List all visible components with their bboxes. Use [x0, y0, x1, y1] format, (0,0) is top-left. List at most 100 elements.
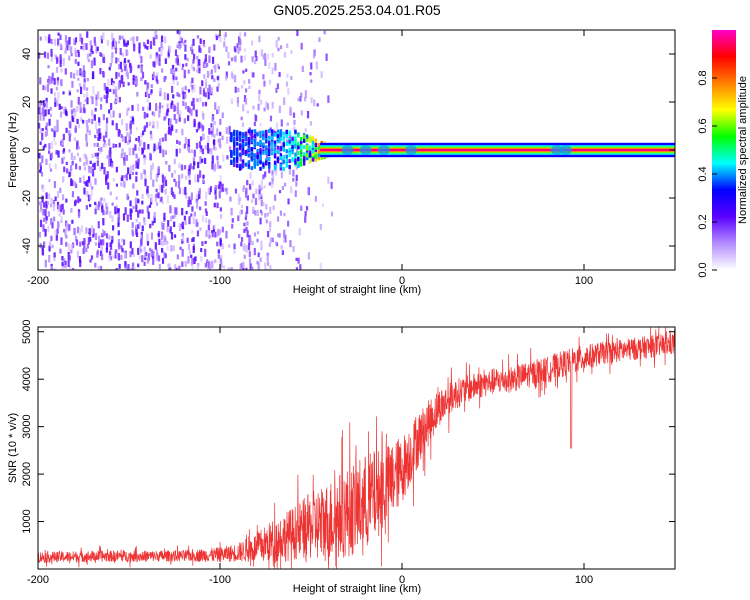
spectrogram-cell — [156, 72, 159, 77]
spectrogram-cell — [91, 186, 94, 190]
spectrogram-cell — [129, 214, 132, 220]
spectrogram-cell — [129, 165, 132, 174]
spectrogram-cell — [236, 163, 239, 168]
spectrogram-cell — [262, 163, 265, 168]
spectrogram-cell — [101, 205, 104, 213]
spectrogram-cell — [285, 154, 288, 159]
spectrogram-cell — [103, 140, 106, 145]
spectrogram-cell — [42, 99, 45, 108]
spectrogram-cell — [193, 118, 196, 127]
spectrogram-cell — [156, 253, 159, 261]
spectrogram-cell — [258, 89, 261, 94]
spectrogram-cell — [268, 150, 271, 155]
spectrogram-cell — [245, 244, 248, 253]
spectrogram-cell — [207, 224, 210, 231]
spectrogram-cell — [283, 212, 286, 217]
spectrogram-cell — [59, 43, 62, 49]
spectrogram-cell — [50, 218, 53, 225]
spectrogram-cell — [195, 109, 198, 117]
spectrogram-cell — [243, 55, 246, 61]
spectrogram-cell — [99, 239, 103, 246]
spectrogram-cell — [149, 152, 152, 161]
spectrogram-cell — [91, 111, 94, 117]
spectrogram-cell — [118, 142, 121, 148]
spectrogram-cell — [311, 136, 315, 141]
spectrogram-cell — [305, 206, 309, 211]
spectrogram-cell — [162, 181, 165, 188]
spectrogram-cell — [210, 261, 213, 269]
spectrogram-cell — [98, 235, 101, 243]
spectrogram-cell — [280, 171, 283, 179]
spectrogram-cell — [94, 242, 98, 246]
spectrogram-cell — [176, 81, 179, 86]
spectrogram-cell — [73, 107, 76, 113]
spectrogram-cell — [173, 69, 176, 76]
spectrogram-cell — [164, 253, 167, 258]
spectrogram-cell — [259, 148, 262, 153]
spectrogram-cell — [140, 248, 143, 253]
spectrogram-cell — [63, 228, 66, 233]
spectrogram-cell — [38, 106, 41, 115]
spectrogram-cell — [101, 253, 104, 261]
spectrogram-cell — [314, 143, 318, 148]
spectrogram-cell — [64, 47, 68, 52]
spectrogram-cell — [233, 149, 236, 154]
spectrogram-cell — [173, 170, 177, 174]
spectrogram-cell — [103, 231, 106, 237]
spectrogram-cell — [94, 152, 97, 157]
spectrogram-cell — [270, 151, 274, 156]
spectrogram-cell — [213, 163, 216, 172]
spectrogram-cell — [109, 62, 112, 67]
spectrogram-cell — [112, 254, 115, 259]
spectrogram-cell — [251, 241, 254, 246]
spectrogram-cell — [327, 95, 330, 103]
spectrogram-cell — [100, 97, 103, 102]
spectrogram-cell — [234, 188, 238, 194]
spectrogram-cell — [163, 235, 166, 241]
spectrogram-cell — [164, 133, 167, 142]
spectrogram-cell — [240, 116, 243, 121]
spectrogram-cell — [275, 241, 278, 245]
spectrogram-cell — [75, 163, 78, 170]
spectrogram-cell — [176, 139, 179, 144]
spectrogram-cell — [242, 104, 245, 112]
spectrogram-cell — [113, 40, 117, 48]
spectrogram-cell — [236, 100, 240, 107]
spectrogram-cell — [143, 219, 146, 226]
spectrogram-cell — [233, 250, 236, 254]
spectrogram-cell — [311, 140, 315, 145]
spectrogram-cell — [155, 188, 158, 193]
spectrogram-cell — [112, 38, 115, 42]
spectrogram-cell — [159, 91, 162, 97]
spectrogram-cell — [77, 123, 81, 129]
spectrogram-cell — [209, 186, 213, 193]
spectrogram-cell — [236, 153, 239, 158]
spectrogram-cell — [300, 161, 303, 166]
spectrogram-cell — [188, 171, 191, 179]
spectrogram-cell — [131, 104, 134, 111]
spectrogram-cell — [164, 188, 167, 195]
spectrogram-cell — [65, 222, 69, 231]
spectrogram-cell — [176, 58, 179, 66]
spectrogram-cell — [250, 138, 253, 143]
spectrogram-cell — [150, 84, 153, 88]
spectrogram-cell — [266, 147, 269, 156]
spectrogram-cell — [260, 211, 263, 216]
spectrogram-cell — [111, 225, 115, 231]
spectrogram-cell — [112, 110, 115, 118]
spectrogram-cell — [256, 152, 259, 157]
spectrogram-cell — [124, 207, 127, 215]
spectrogram-cell — [96, 46, 99, 52]
spectrogram-cell — [63, 166, 66, 173]
spectrogram-cell — [243, 32, 247, 37]
spectrogram-cell — [250, 154, 253, 159]
spectrogram-cell — [83, 243, 86, 249]
spectrogram-cell — [157, 232, 160, 237]
spectrogram-cell — [175, 148, 178, 157]
spectrogram-cell — [208, 84, 211, 92]
spectrogram-cell — [121, 248, 124, 253]
spectrogram-cell — [84, 99, 87, 103]
spectrogram-cell — [77, 61, 80, 66]
spectrogram-cell — [139, 209, 142, 214]
spectrogram-cell — [140, 172, 143, 180]
